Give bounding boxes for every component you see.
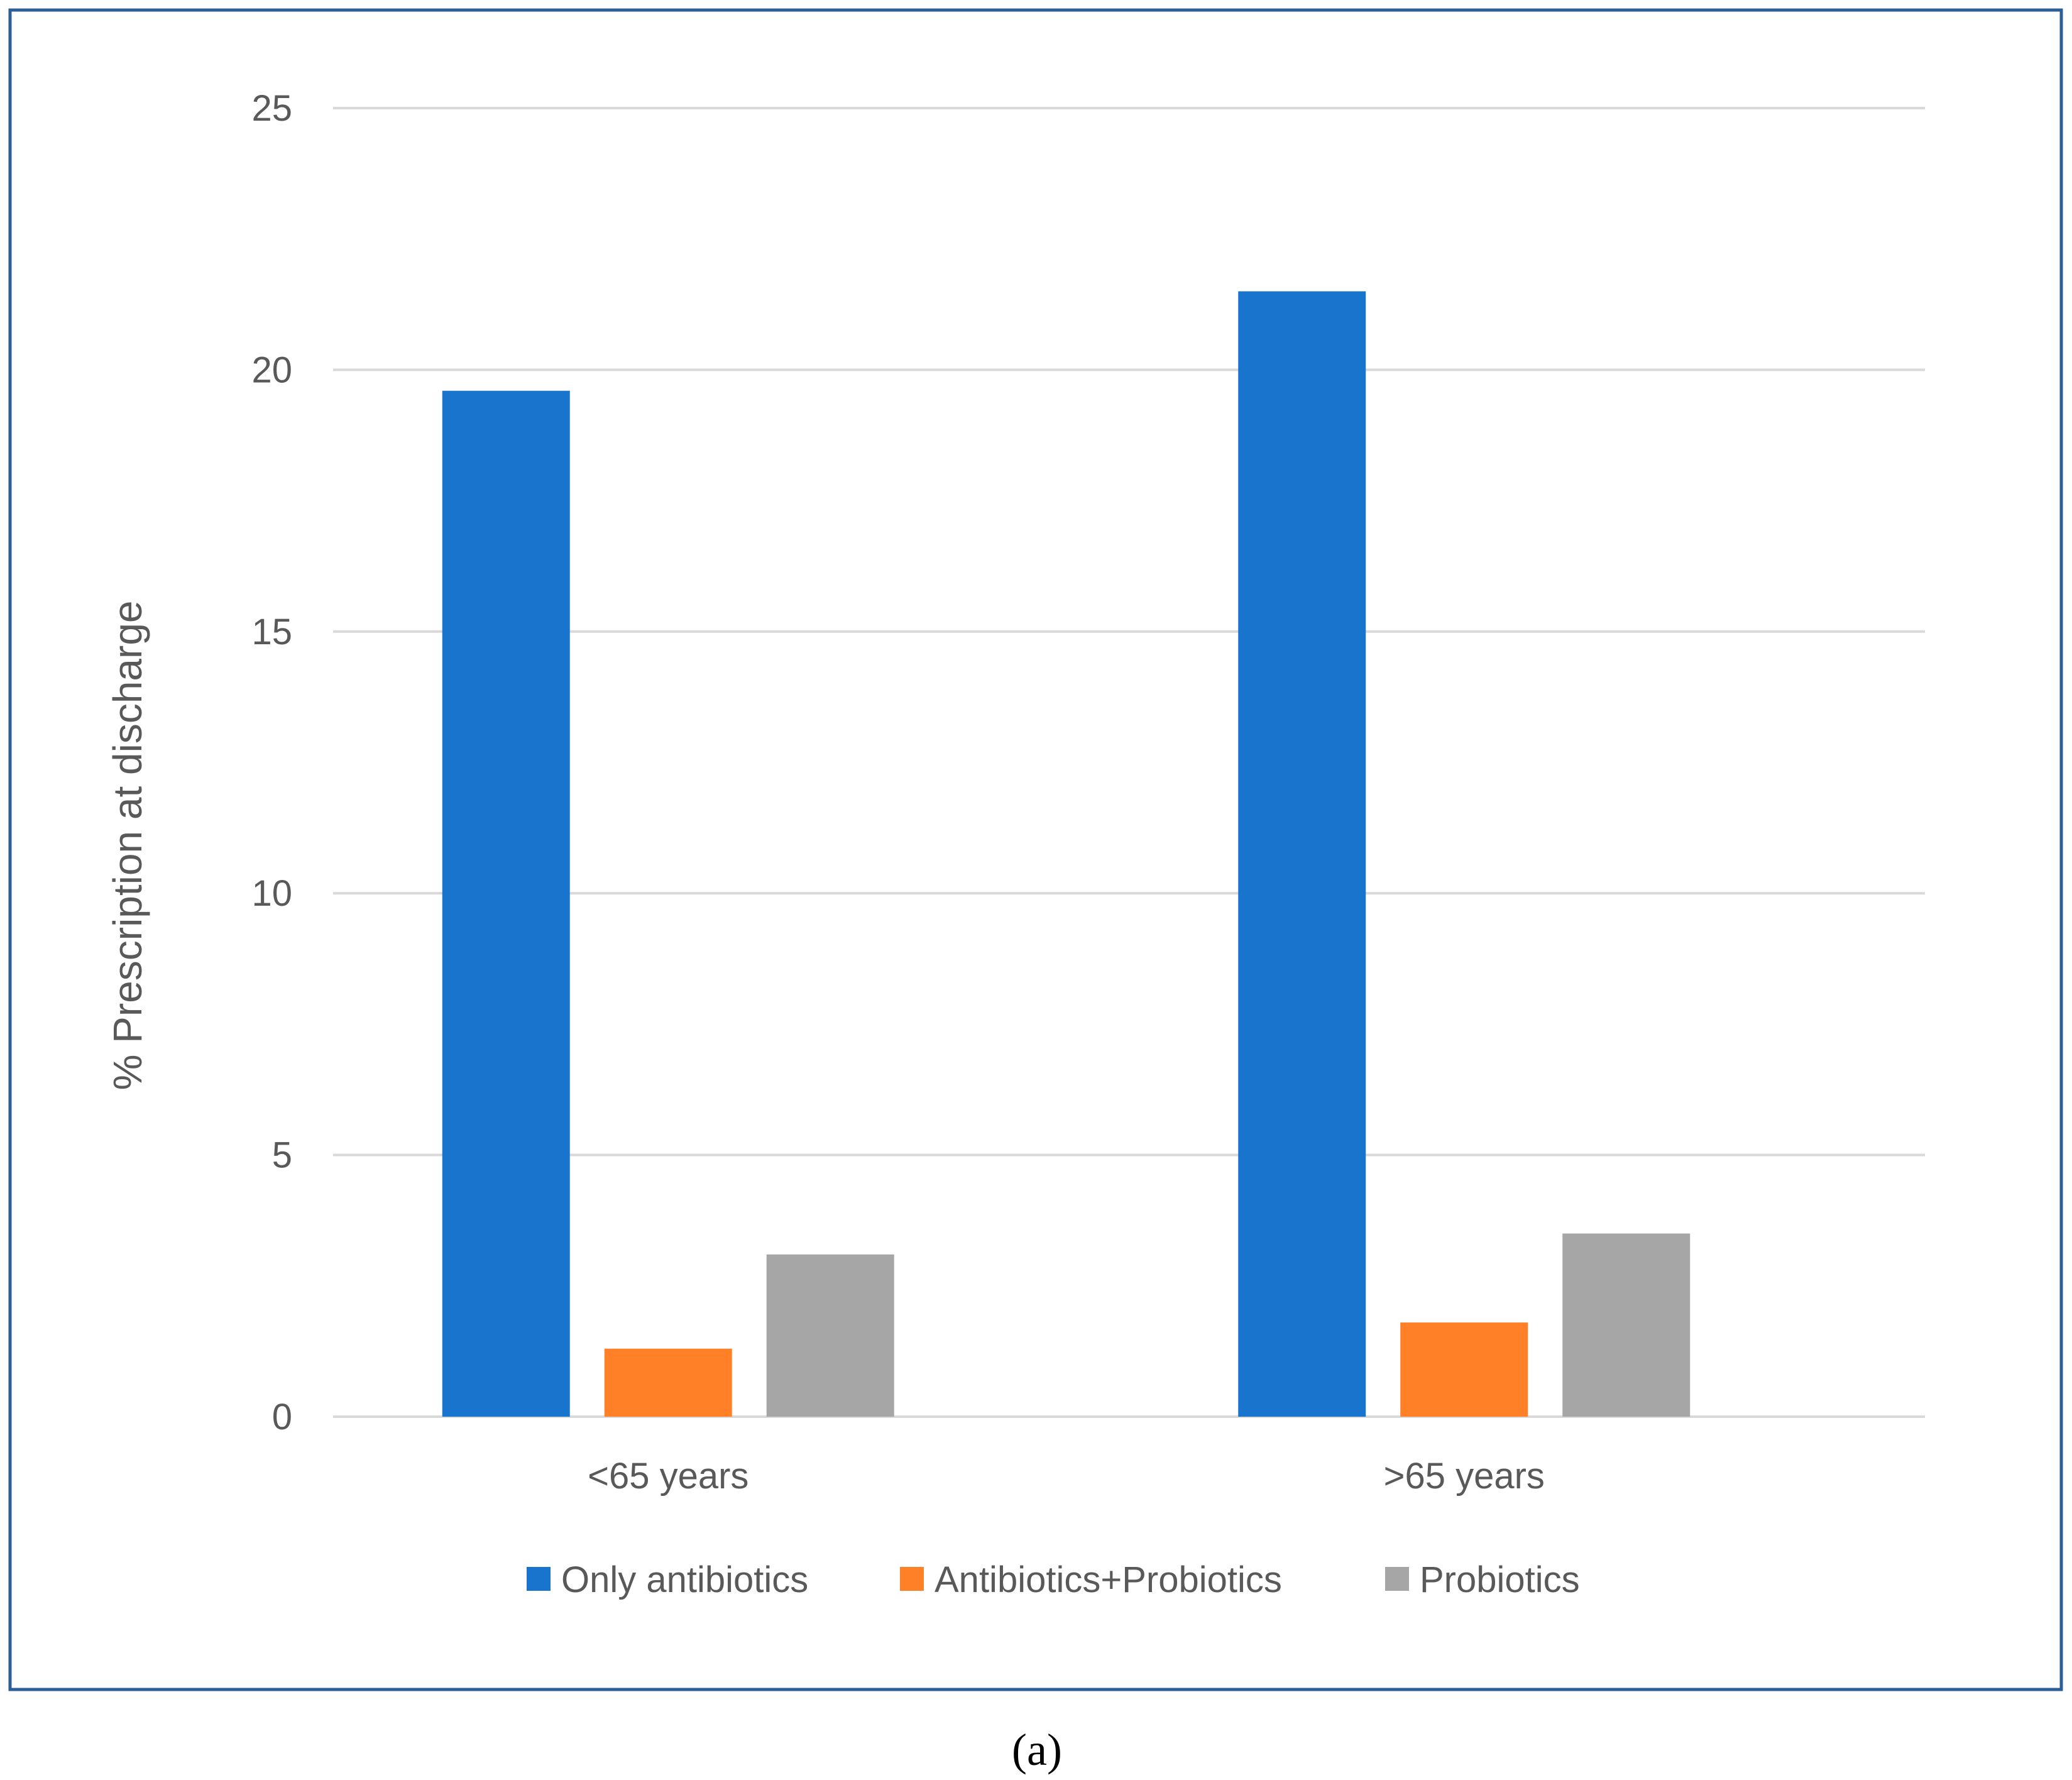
legend: Only antibiotics Antibiotics+Probiotics Pr… (527, 1559, 1580, 1600)
y-tick-label: 15 (251, 612, 292, 652)
y-tick-label: 10 (251, 873, 292, 914)
bar-2-2 (1400, 1322, 1528, 1417)
gridlines (333, 107, 1925, 1418)
bar-3-1 (766, 1254, 894, 1417)
legend-label-2: Antibiotics+Probiotics (935, 1559, 1282, 1600)
figure-caption: (a) (1012, 1725, 1062, 1775)
x-axis-ticks: <65 years >65 years (588, 1456, 1545, 1497)
y-tick-label: 25 (251, 88, 292, 129)
legend-label-1: Only antibiotics (561, 1559, 808, 1600)
x-tick-label: >65 years (1384, 1456, 1545, 1497)
y-tick-label: 0 (272, 1397, 292, 1437)
y-axis-ticks: 0 5 10 15 20 25 (251, 88, 292, 1437)
chart-frame (8, 8, 2063, 1691)
bar-3-2 (1562, 1233, 1691, 1417)
legend-swatch-1 (527, 1567, 551, 1591)
y-tick-label: 20 (251, 349, 292, 390)
bar-1-1 (442, 390, 570, 1417)
bar-1-2 (1238, 291, 1366, 1417)
y-axis-title: % Prescription at discharge (105, 600, 150, 1090)
x-tick-label: <65 years (588, 1456, 748, 1497)
legend-swatch-3 (1385, 1567, 1409, 1591)
y-tick-label: 5 (272, 1135, 292, 1176)
legend-label-3: Probiotics (1420, 1559, 1580, 1600)
bar-2-1 (604, 1348, 732, 1417)
bars (442, 291, 1691, 1417)
legend-swatch-2 (900, 1567, 924, 1591)
